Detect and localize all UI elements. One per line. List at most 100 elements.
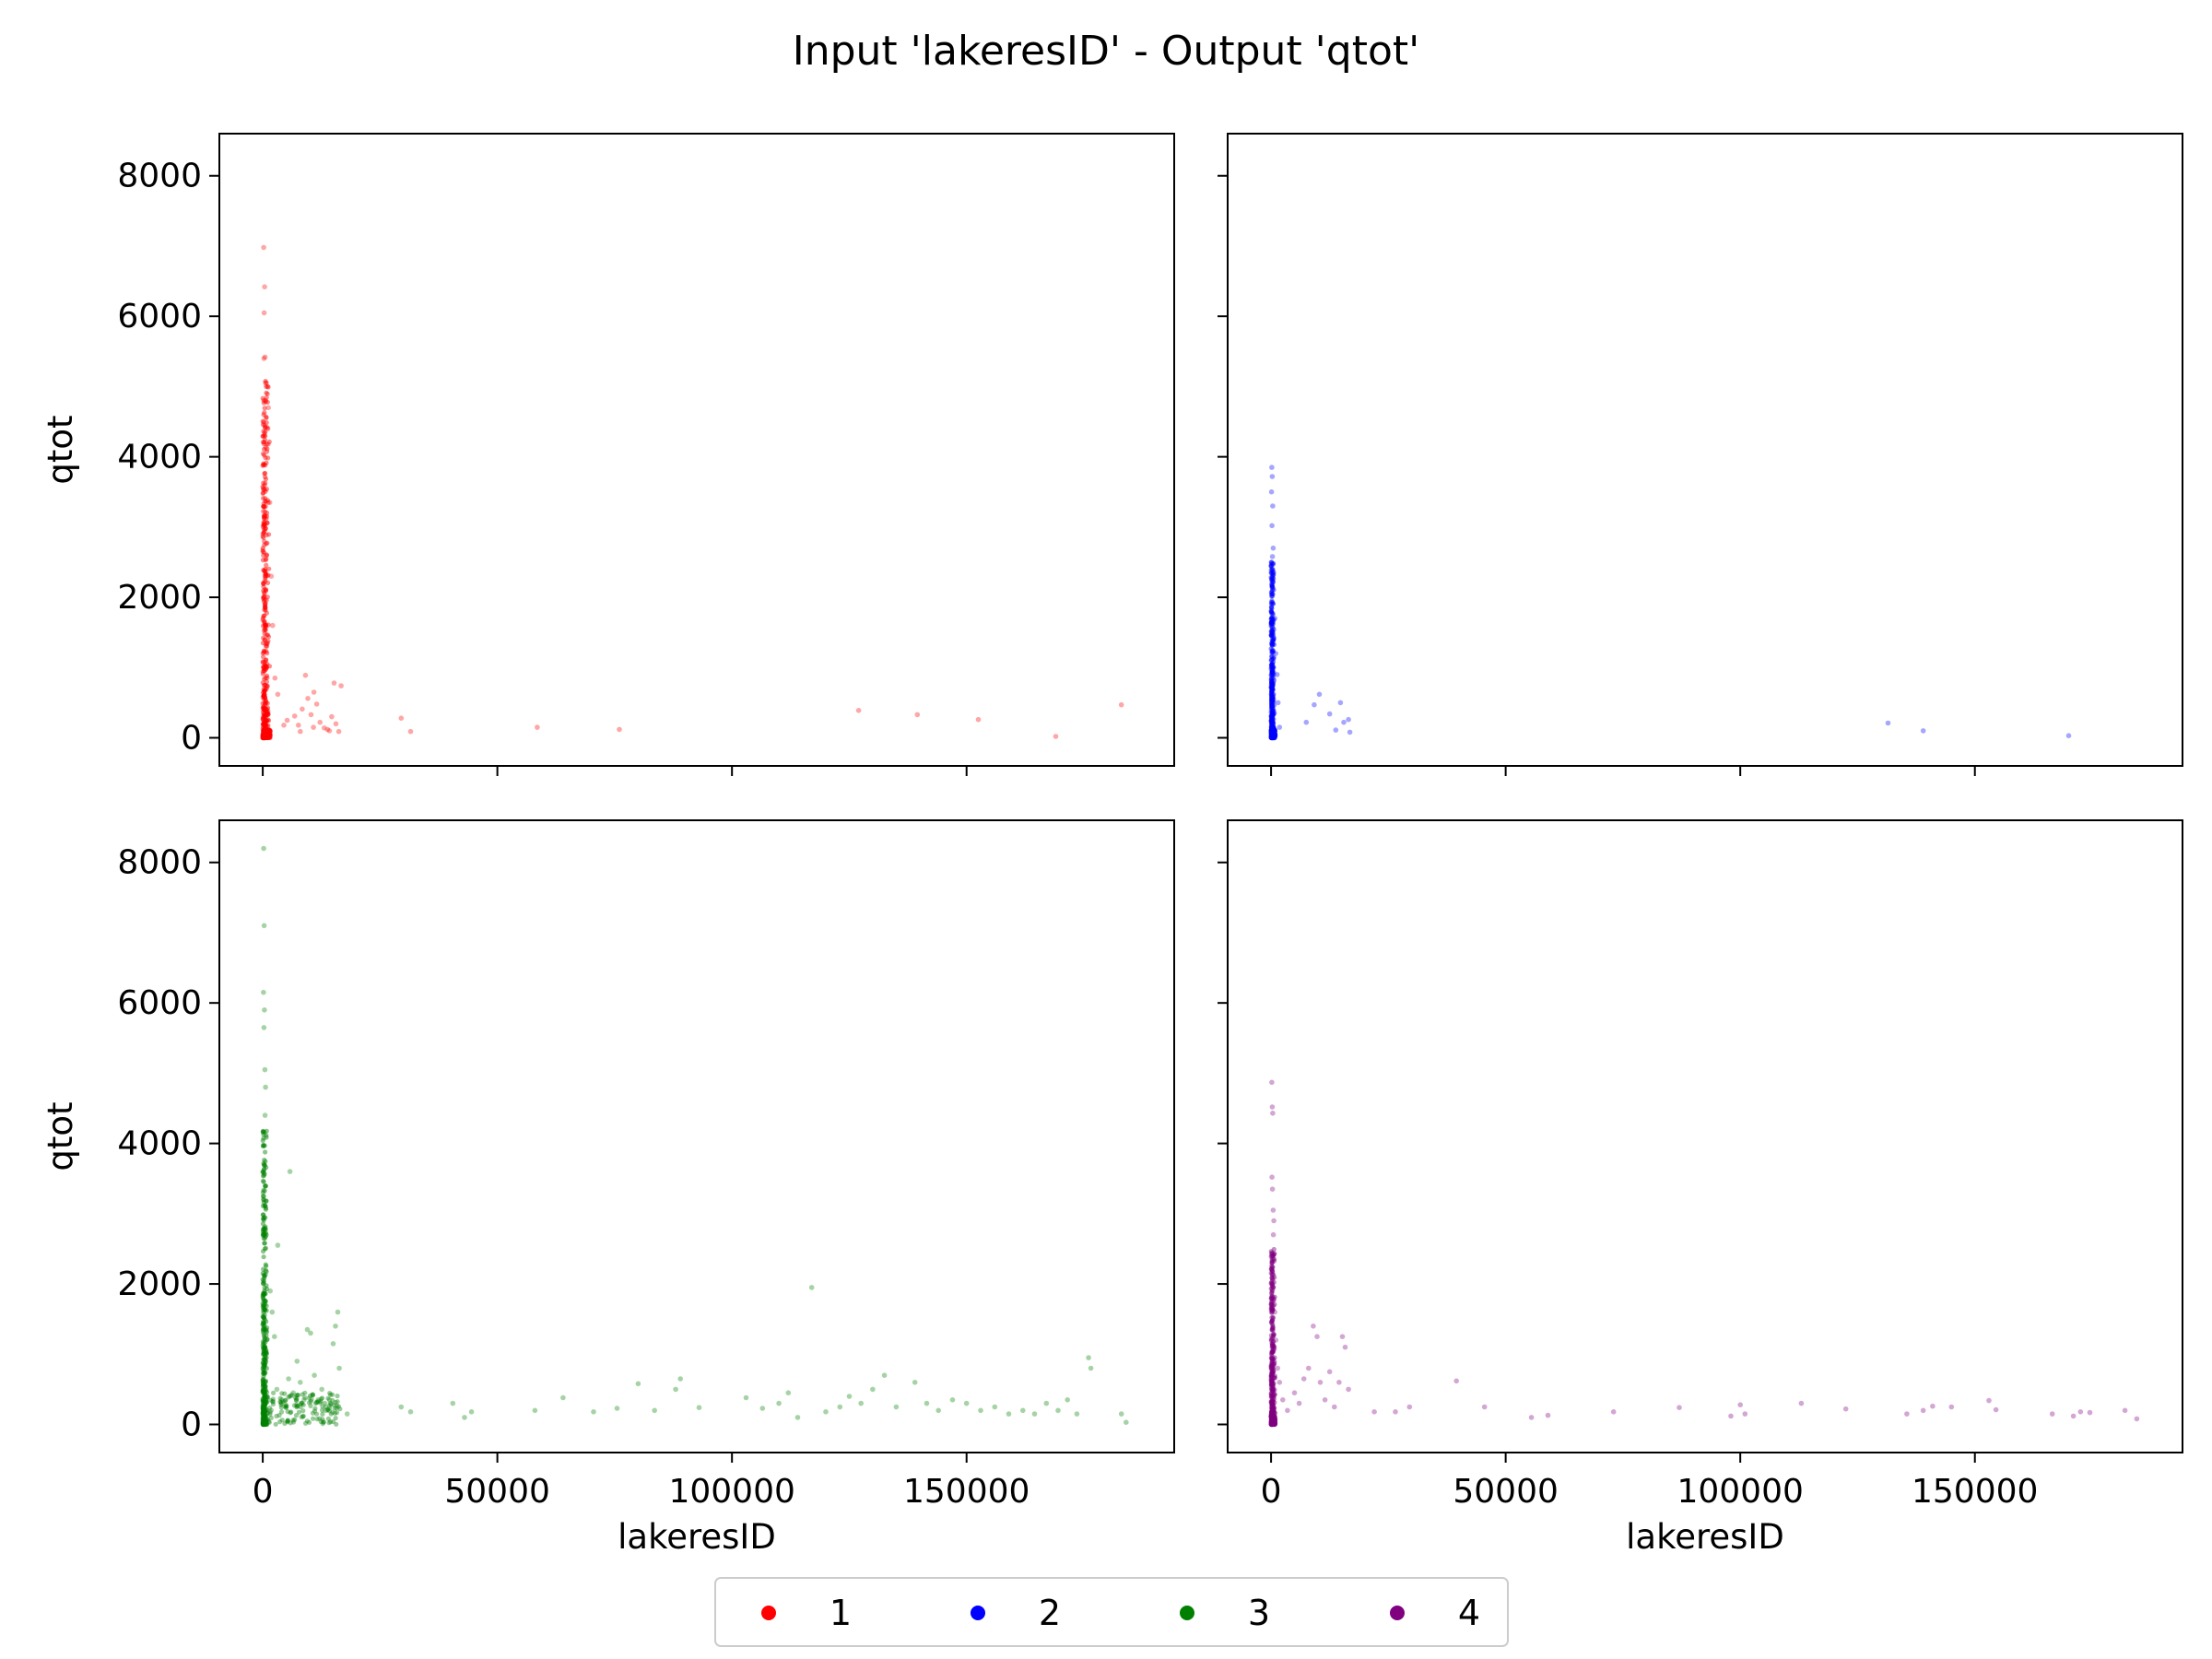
- data-point: [262, 1418, 268, 1424]
- data-point: [1268, 632, 1274, 639]
- y-tick-label: 8000: [117, 844, 202, 882]
- data-point: [1268, 724, 1274, 730]
- data-point: [265, 733, 270, 738]
- data-point: [261, 727, 266, 734]
- data-point: [1269, 730, 1275, 735]
- data-point: [1271, 735, 1277, 741]
- data-point: [262, 728, 267, 734]
- data-point: [1300, 1376, 1307, 1382]
- data-point: [1272, 1392, 1277, 1397]
- data-point: [263, 1183, 268, 1189]
- data-point: [261, 665, 266, 671]
- data-point: [1268, 590, 1274, 595]
- data-point: [1268, 1333, 1274, 1338]
- data-point: [1270, 629, 1276, 634]
- data-point: [260, 1232, 266, 1238]
- data-point: [1269, 1293, 1275, 1299]
- data-point: [1269, 1369, 1275, 1374]
- data-point: [1270, 732, 1276, 737]
- data-point: [262, 735, 267, 741]
- data-point: [1271, 1418, 1277, 1424]
- data-point: [262, 470, 268, 476]
- data-point: [262, 735, 267, 741]
- data-point: [1272, 1421, 1277, 1427]
- data-point: [1269, 633, 1275, 639]
- data-point: [265, 706, 270, 712]
- data-point: [262, 707, 267, 713]
- data-point: [1269, 1362, 1275, 1368]
- data-point: [1272, 1420, 1278, 1426]
- data-point: [263, 397, 268, 404]
- data-point: [1272, 733, 1277, 739]
- data-point: [263, 1307, 268, 1312]
- data-point: [1270, 1413, 1276, 1418]
- data-point: [1268, 1421, 1275, 1428]
- data-point: [1269, 714, 1276, 720]
- data-point: [1269, 637, 1275, 642]
- data-point: [306, 1395, 312, 1401]
- data-point: [1269, 719, 1275, 724]
- data-point: [262, 735, 268, 740]
- data-point: [265, 634, 272, 640]
- data-point: [1118, 1411, 1124, 1417]
- data-point: [263, 641, 268, 647]
- data-point: [1269, 727, 1275, 734]
- data-point: [264, 735, 269, 740]
- data-point: [1269, 619, 1275, 625]
- data-point: [262, 1402, 267, 1408]
- data-point: [1268, 1391, 1274, 1396]
- data-point: [266, 726, 272, 733]
- data-point: [261, 1382, 266, 1387]
- data-point: [1269, 641, 1275, 646]
- data-point: [1269, 1420, 1275, 1426]
- data-point: [262, 735, 267, 740]
- data-point: [1285, 1407, 1290, 1414]
- data-point: [1269, 640, 1275, 645]
- data-point: [260, 422, 266, 428]
- data-point: [266, 731, 272, 737]
- data-point: [261, 1419, 266, 1426]
- data-point: [1272, 729, 1277, 735]
- data-point: [262, 1408, 267, 1414]
- data-point: [279, 1418, 285, 1423]
- data-point: [398, 1404, 405, 1410]
- data-point: [1269, 1418, 1275, 1423]
- data-point: [263, 587, 268, 593]
- data-point: [263, 727, 268, 733]
- data-point: [263, 433, 268, 439]
- data-point: [275, 1242, 281, 1248]
- data-point: [317, 1416, 323, 1421]
- data-point: [262, 520, 267, 525]
- data-point: [1269, 465, 1275, 470]
- data-point: [294, 1402, 300, 1407]
- data-point: [1269, 1378, 1275, 1383]
- data-point: [1270, 625, 1276, 630]
- data-point: [1270, 570, 1276, 575]
- data-point: [1272, 1375, 1277, 1381]
- data-point: [1272, 1418, 1277, 1423]
- data-point: [260, 700, 265, 706]
- data-point: [288, 1420, 293, 1426]
- data-point: [1031, 1411, 1038, 1417]
- data-point: [263, 733, 268, 738]
- data-point: [1271, 728, 1277, 734]
- data-point: [260, 735, 265, 741]
- data-point: [1269, 702, 1275, 708]
- data-point: [262, 1306, 267, 1312]
- data-point: [823, 1409, 829, 1415]
- data-point: [261, 520, 266, 525]
- data-point: [1268, 1336, 1274, 1342]
- data-point: [1269, 1296, 1275, 1301]
- data-point: [1270, 1420, 1276, 1426]
- data-point: [262, 1365, 267, 1371]
- data-point: [264, 1283, 269, 1288]
- data-point: [264, 1133, 269, 1138]
- data-point: [260, 1304, 265, 1310]
- data-point: [1269, 735, 1276, 740]
- data-point: [264, 643, 270, 649]
- data-point: [1271, 702, 1277, 709]
- data-point: [1269, 702, 1275, 709]
- data-point: [1270, 733, 1276, 738]
- data-point: [264, 610, 269, 616]
- data-point: [262, 1394, 267, 1399]
